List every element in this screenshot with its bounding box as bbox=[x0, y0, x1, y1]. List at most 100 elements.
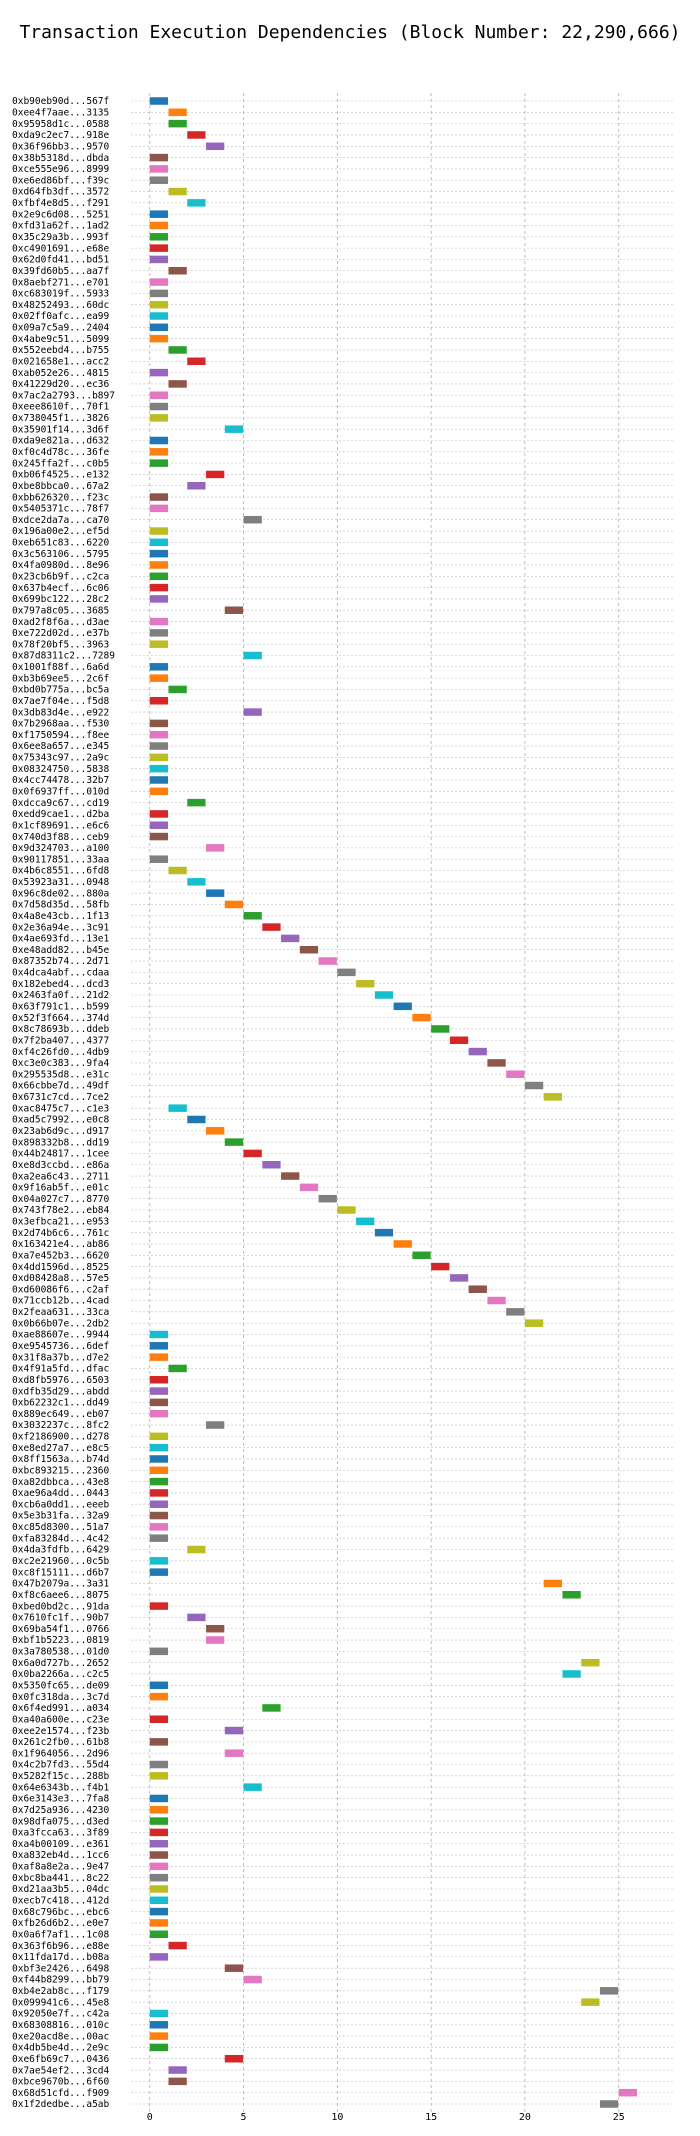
transaction-label: 0xd8fb5976...6503 bbox=[12, 1375, 109, 1386]
transaction-bar bbox=[149, 1715, 169, 1723]
transaction-label: 0xd64fb3df...3572 bbox=[12, 187, 109, 198]
transaction-label: 0x021658e1...acc2 bbox=[12, 356, 109, 367]
transaction-bar bbox=[524, 1081, 544, 1090]
transaction-label: 0x552eebd4...b755 bbox=[12, 345, 109, 356]
transaction-bar bbox=[187, 199, 206, 207]
transaction-label: 0x5350fc65...de09 bbox=[12, 1680, 110, 1691]
transaction-bar bbox=[149, 2043, 169, 2052]
transaction-bar bbox=[224, 1138, 244, 1146]
transaction-label: 0xee4f7aae...3135 bbox=[12, 108, 109, 119]
transaction-label: 0xa3fcca63...3f89 bbox=[12, 1828, 110, 1839]
transaction-bar bbox=[168, 866, 187, 875]
transaction-label: 0x3db83d4e...e922 bbox=[12, 707, 109, 718]
transaction-bar bbox=[168, 2077, 187, 2086]
transaction-label: 0x1001f88f...6a6d bbox=[12, 662, 109, 673]
transaction-bar bbox=[168, 1941, 187, 1950]
transaction-label: 0xdce2da7a...ca70 bbox=[12, 515, 110, 526]
transaction-label: 0x889ec649...eb07 bbox=[12, 1409, 109, 1420]
transaction-label: 0x261c2fb0...61b8 bbox=[12, 1737, 110, 1748]
x-tick-label: 10 bbox=[331, 2112, 343, 2123]
transaction-label: 0x7d58d35d...58fb bbox=[12, 900, 110, 911]
transaction-label: 0x7b2968aa...f530 bbox=[12, 719, 110, 730]
transaction-label: 0x743f78e2...eb84 bbox=[12, 1205, 110, 1216]
transaction-label: 0x64e6343b...f4b1 bbox=[12, 1782, 110, 1793]
transaction-bar bbox=[149, 1477, 169, 1486]
transaction-bar bbox=[149, 1794, 169, 1803]
transaction-bar bbox=[262, 1160, 281, 1169]
transaction-bar bbox=[149, 719, 169, 728]
transaction-bar bbox=[581, 1658, 600, 1667]
transaction-bar bbox=[206, 470, 225, 479]
transaction-bar bbox=[224, 2054, 244, 2063]
transaction-label: 0xb3b69ee5...2c6f bbox=[12, 673, 109, 684]
transaction-label: 0x71ccb12b...4cad bbox=[12, 1296, 109, 1307]
transaction-label: 0x4dd1596d...8525 bbox=[12, 1262, 109, 1273]
transaction-bar bbox=[149, 402, 169, 411]
transaction-label: 0x39fd60b5...aa7f bbox=[12, 266, 109, 277]
transaction-bar bbox=[599, 2100, 619, 2108]
transaction-bar bbox=[168, 2066, 187, 2074]
transaction-bar bbox=[149, 1557, 169, 1565]
transaction-bar bbox=[149, 1681, 169, 1690]
chart-title: Transaction Execution Dependencies (Bloc… bbox=[19, 22, 681, 43]
transaction-label: 0xbf3e2426...6498 bbox=[12, 1963, 110, 1974]
transaction-bar bbox=[149, 1568, 169, 1576]
transaction-label: 0xbd0b775a...bc5a bbox=[12, 685, 109, 696]
transaction-bar bbox=[149, 1907, 169, 1916]
transaction-bar bbox=[299, 945, 319, 954]
transaction-label: 0x099941c6...45e8 bbox=[12, 1997, 110, 2008]
transaction-bar bbox=[581, 1998, 600, 2006]
transaction-label: 0x4abe9c51...5099 bbox=[12, 334, 110, 345]
transaction-bar bbox=[149, 1409, 169, 1418]
transaction-bar bbox=[149, 1511, 169, 1520]
transaction-label: 0x4fa0980d...8e96 bbox=[12, 560, 110, 571]
transaction-label: 0x68308816...010c bbox=[12, 2020, 109, 2031]
transaction-bar bbox=[543, 1579, 562, 1588]
transaction-label: 0x4f91a5fd...dfac bbox=[12, 1364, 109, 1375]
transaction-label: 0xae96a4dd...0443 bbox=[12, 1488, 109, 1499]
transaction-bar bbox=[618, 2088, 637, 2097]
transaction-bar bbox=[299, 1183, 319, 1192]
transaction-label: 0xe8d3ccbd...e86a bbox=[12, 1160, 109, 1171]
transaction-bar bbox=[168, 346, 187, 354]
transaction-label: 0xbc8ba441...8c22 bbox=[12, 1873, 109, 1884]
transaction-bar bbox=[187, 131, 206, 139]
transaction-label: 0x5e3b31fa...32a9 bbox=[12, 1511, 110, 1522]
transaction-bar bbox=[168, 685, 187, 694]
transaction-bar bbox=[149, 1432, 169, 1441]
transaction-bar bbox=[149, 436, 169, 445]
transaction-bar bbox=[187, 1613, 206, 1622]
transaction-bar bbox=[149, 753, 169, 762]
transaction-label: 0x182ebed4...dcd3 bbox=[12, 979, 109, 990]
transaction-bar bbox=[149, 368, 169, 377]
transaction-bar bbox=[149, 595, 169, 603]
x-tick-label: 25 bbox=[613, 2112, 625, 2123]
transaction-bar bbox=[149, 1523, 169, 1531]
transaction-bar bbox=[187, 1115, 206, 1124]
transaction-bar bbox=[356, 979, 375, 988]
transaction-label: 0xda9c2ec7...918e bbox=[12, 130, 110, 141]
transaction-label: 0x78f20bf5...3963 bbox=[12, 639, 109, 650]
transaction-bar bbox=[149, 1839, 169, 1848]
transaction-bar bbox=[149, 549, 169, 558]
transaction-label: 0x0ba2266a...c2c5 bbox=[12, 1669, 109, 1680]
transaction-bar bbox=[149, 1738, 169, 1746]
transaction-label: 0x7ac2a2793...b897 bbox=[12, 390, 115, 401]
transaction-label: 0xfd31a62f...1ad2 bbox=[12, 221, 109, 232]
transaction-label: 0xc2e21960...0c5b bbox=[12, 1556, 110, 1567]
transaction-label: 0xf8c6aee6...8075 bbox=[12, 1590, 109, 1601]
transaction-bar bbox=[149, 2009, 169, 2018]
transaction-label: 0x62d0fd41...bd51 bbox=[12, 255, 110, 266]
transaction-bar bbox=[262, 1704, 281, 1712]
x-tick-label: 15 bbox=[425, 2112, 437, 2123]
transaction-bar bbox=[393, 1002, 412, 1011]
transaction-label: 0xb62232c1...dd49 bbox=[12, 1398, 110, 1409]
transaction-label: 0x4dca4abf...cdaa bbox=[12, 968, 109, 979]
transaction-bar bbox=[149, 414, 169, 422]
transaction-label: 0x38b5318d...dbda bbox=[12, 153, 109, 164]
transaction-bar bbox=[374, 1228, 394, 1237]
transaction-label: 0x163421e4...ab86 bbox=[12, 1239, 110, 1250]
transaction-bar bbox=[149, 1930, 169, 1939]
transaction-bar bbox=[149, 742, 169, 750]
transaction-bar bbox=[243, 1783, 262, 1791]
